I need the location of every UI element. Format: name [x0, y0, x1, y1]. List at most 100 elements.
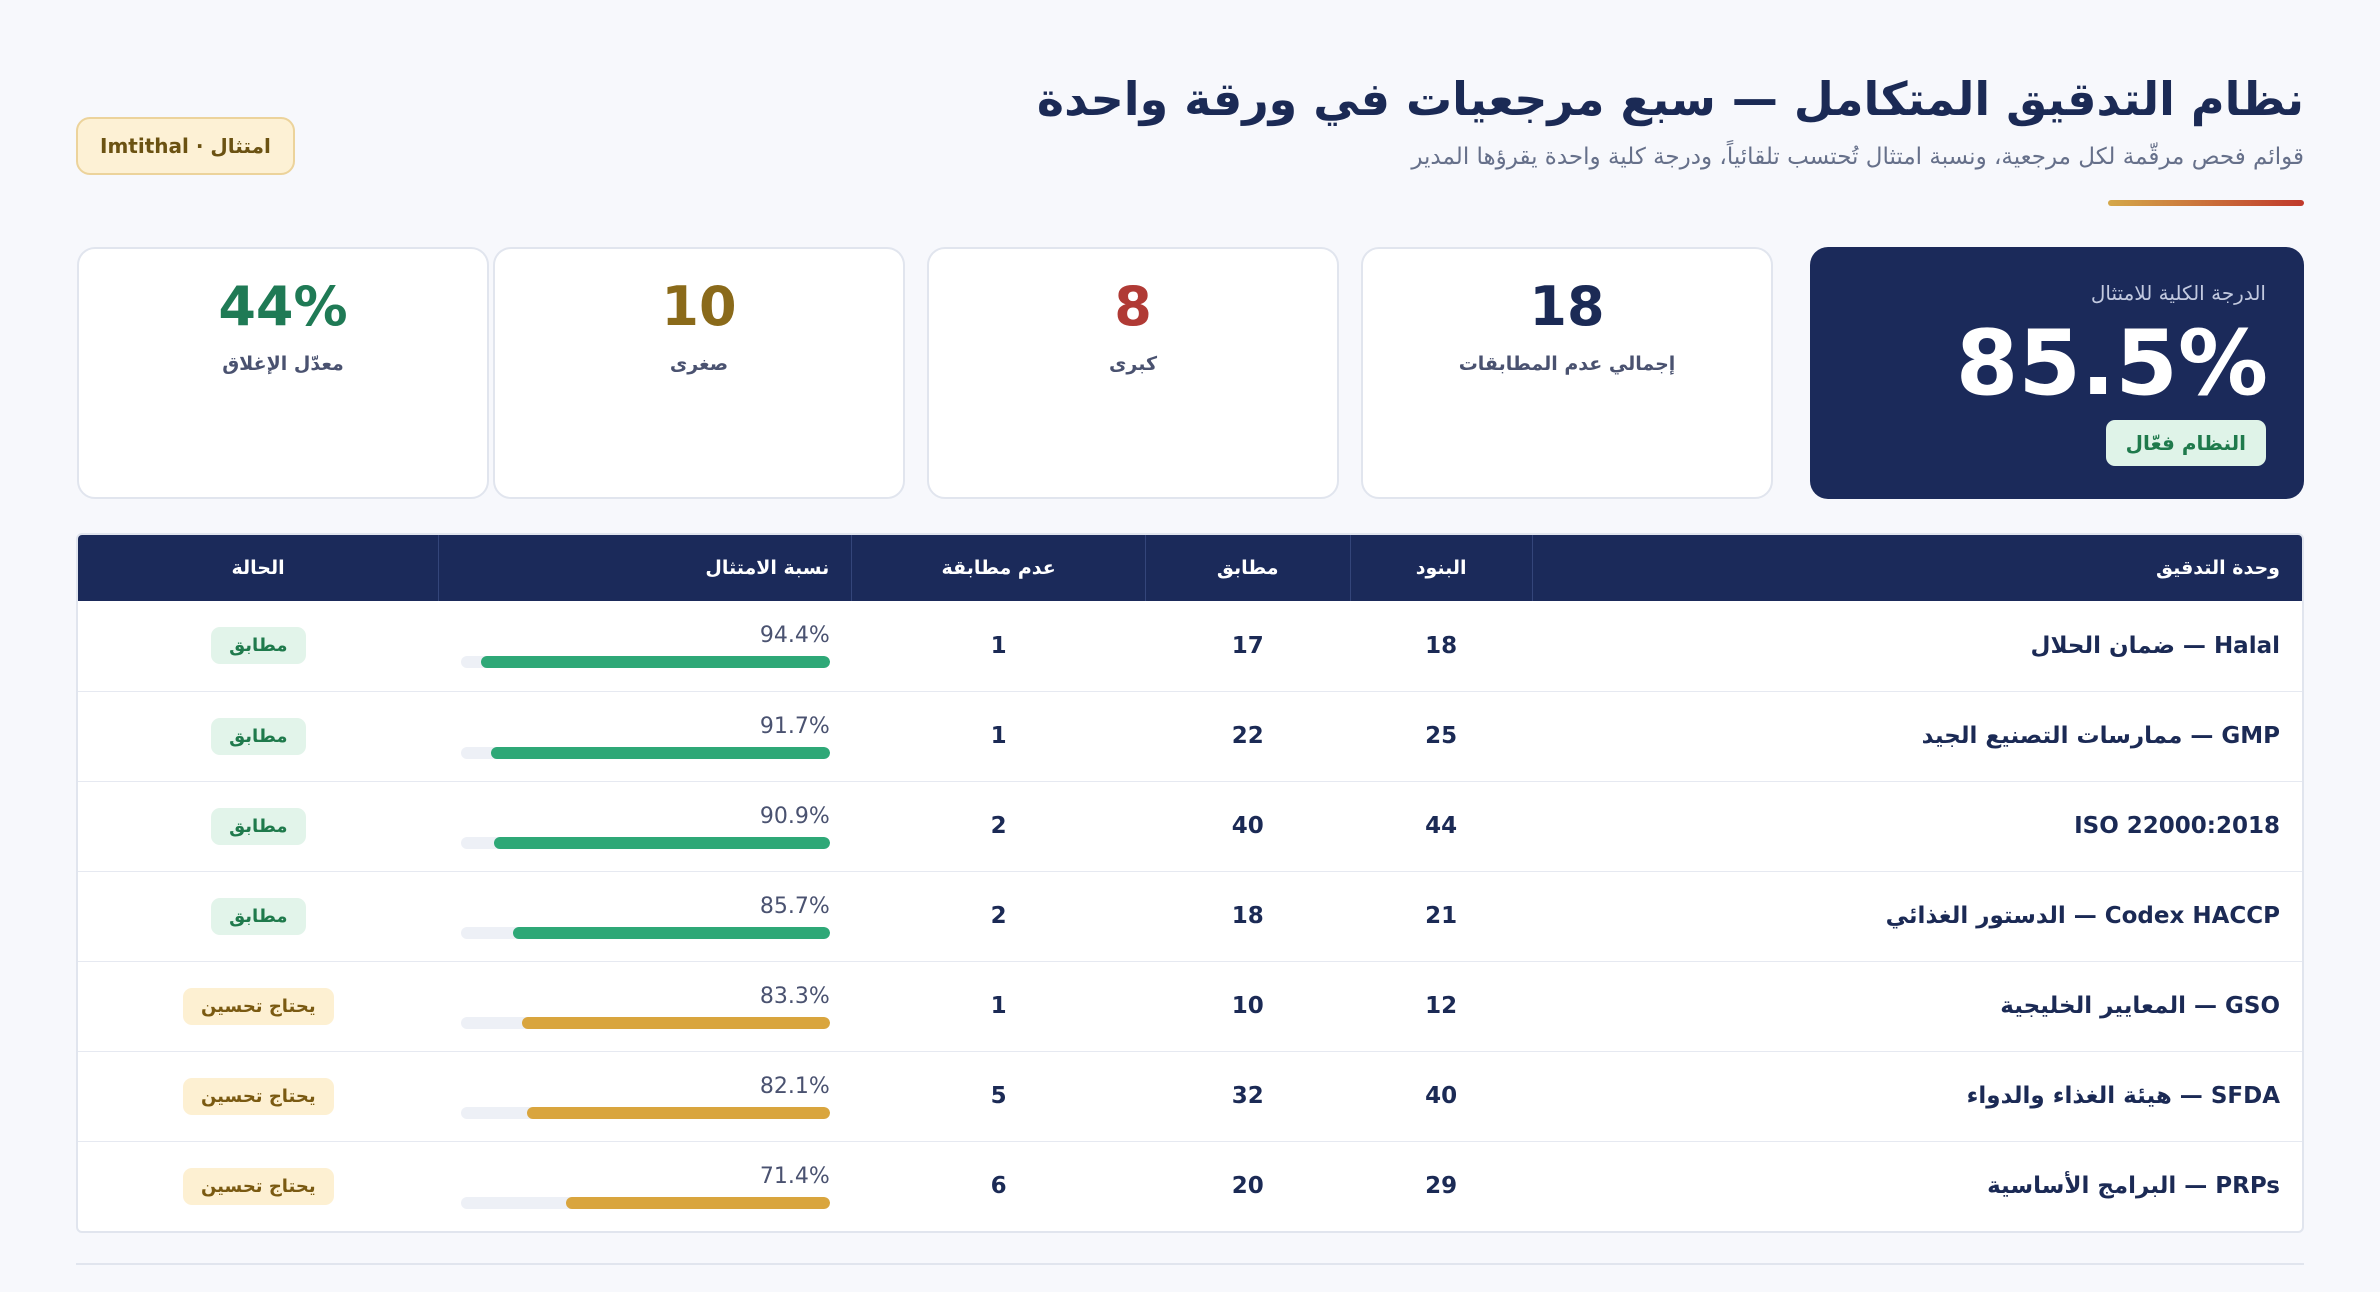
- rate-progress-bar: [460, 1106, 830, 1119]
- cell-status: يحتاج تحسين: [78, 1051, 439, 1141]
- table-row[interactable]: ISO 22000:2018 44 40 2 90.9% مطابق: [78, 781, 2302, 871]
- cell-status: مطابق: [78, 871, 439, 961]
- rate-progress-fill: [522, 1016, 830, 1029]
- cell-noncompliant: 2: [990, 903, 1007, 929]
- stat-card-total-nc: 18 إجمالي عدم المطابقات: [1361, 247, 1773, 499]
- rate-progress-fill: [494, 836, 830, 849]
- col-header-items[interactable]: البنود: [1349, 535, 1533, 601]
- status-badge: يحتاج تحسين: [182, 1167, 334, 1205]
- rate-percent: 91.7%: [759, 713, 830, 739]
- stat-label: إجمالي عدم المطابقات: [1458, 353, 1676, 375]
- cell-items: 18: [1425, 632, 1458, 659]
- status-badge: يحتاج تحسين: [182, 987, 334, 1025]
- table-header-row: وحدة التدقيق البنود مطابق عدم مطابقة نسب…: [78, 535, 2302, 601]
- cell-status: يحتاج تحسين: [78, 961, 439, 1051]
- cell-items: 44: [1425, 813, 1458, 839]
- cell-noncompliant: 1: [990, 993, 1007, 1019]
- cell-rate: 91.7%: [439, 691, 852, 781]
- cell-rate: 94.4%: [439, 601, 852, 691]
- rate-progress-fill: [491, 746, 830, 759]
- page-subtitle: قوائم فحص مرقّمة لكل مرجعية، ونسبة امتثا…: [1411, 144, 2304, 170]
- stat-card-minor: 10 صغرى: [493, 247, 905, 499]
- cell-rate: 83.3%: [439, 961, 852, 1051]
- cell-compliant: 20: [1231, 1173, 1264, 1200]
- cell-items: 12: [1425, 993, 1458, 1019]
- rate-percent: 71.4%: [759, 1163, 830, 1189]
- cell-items: 21: [1425, 903, 1458, 929]
- brand-badge: امتثال · Imtithal: [76, 117, 295, 175]
- overall-score-label: الدرجة الكلية للامتثال: [2090, 281, 2266, 305]
- col-header-compliant[interactable]: مطابق: [1144, 535, 1351, 601]
- page-header: نظام التدقيق المتكامل — سبع مرجعيات في و…: [76, 0, 2304, 250]
- cell-rate: 82.1%: [439, 1051, 852, 1141]
- rate-progress-bar: [460, 1196, 830, 1209]
- table-row[interactable]: PRPs — البرامج الأساسية 29 20 6 71.4% يحتاج ت…: [78, 1141, 2302, 1231]
- stat-label: معدّل الإغلاق: [222, 353, 344, 375]
- cell-rate: 71.4%: [439, 1141, 852, 1231]
- table-row[interactable]: SFDA — هيئة الغذاء والدواء 40 32 5 82.1% يحتا…: [78, 1051, 2302, 1141]
- cell-items: 29: [1425, 1173, 1458, 1200]
- col-header-status[interactable]: الحالة: [231, 557, 285, 579]
- cell-noncompliant: 1: [990, 723, 1007, 749]
- cell-unit: Codex HACCP — الدستور الغذائي: [1885, 903, 2280, 929]
- table-row[interactable]: Codex HACCP — الدستور الغذائي 21 18 2 85.7% م…: [78, 871, 2302, 961]
- table-row[interactable]: Halal — ضمان الحلال 18 17 1 94.4% مطابق: [78, 601, 2302, 691]
- cell-noncompliant: 1: [990, 632, 1007, 659]
- cell-compliant: 18: [1231, 903, 1264, 929]
- stats-row: الدرجة الكلية للامتثال 85.5% النظام فعّا…: [76, 247, 2304, 499]
- cell-unit: GMP — ممارسات التصنيع الجيد: [1921, 723, 2280, 749]
- cell-rate: 85.7%: [439, 871, 852, 961]
- table-body: Halal — ضمان الحلال 18 17 1 94.4% مطابق GMP — …: [78, 601, 2302, 1231]
- rate-progress-fill: [526, 1106, 830, 1119]
- stat-value: 44%: [218, 275, 348, 338]
- rate-progress-bar: [460, 836, 830, 849]
- cell-noncompliant: 6: [990, 1173, 1007, 1200]
- page-title: نظام التدقيق المتكامل — سبع مرجعيات في و…: [1036, 72, 2304, 126]
- rate-percent: 82.1%: [759, 1073, 830, 1099]
- cell-status: مطابق: [78, 601, 439, 691]
- rate-progress-bar: [460, 1016, 830, 1029]
- audit-table: وحدة التدقيق البنود مطابق عدم مطابقة نسب…: [76, 533, 2304, 1233]
- col-header-rate[interactable]: نسبة الامتثال: [438, 535, 852, 601]
- rate-percent: 94.4%: [759, 623, 830, 649]
- stat-label: كبرى: [1108, 353, 1158, 375]
- status-badge: مطابق: [211, 717, 306, 755]
- brand-label: امتثال · Imtithal: [100, 134, 271, 158]
- cell-compliant: 32: [1231, 1083, 1264, 1109]
- rate-percent: 85.7%: [759, 893, 830, 919]
- cell-noncompliant: 2: [990, 813, 1007, 839]
- cell-compliant: 40: [1231, 813, 1264, 839]
- stat-value: 8: [1114, 275, 1152, 338]
- cell-compliant: 10: [1231, 993, 1264, 1019]
- page: نظام التدقيق المتكامل — سبع مرجعيات في و…: [76, 0, 2304, 1233]
- rate-progress-bar: [460, 926, 830, 939]
- footer-divider: [76, 1263, 2304, 1265]
- overall-score-value: 85.5%: [1955, 311, 2268, 416]
- col-header-unit[interactable]: وحدة التدقيق: [1531, 535, 2302, 601]
- rate-progress-bar: [460, 656, 830, 669]
- cell-unit: GSO — المعايير الخليجية: [2000, 993, 2280, 1019]
- stat-card-major: 8 كبرى: [927, 247, 1339, 499]
- table-row[interactable]: GSO — المعايير الخليجية 12 10 1 83.3% يحتاج ت…: [78, 961, 2302, 1051]
- status-badge: يحتاج تحسين: [182, 1077, 334, 1115]
- cell-compliant: 22: [1231, 723, 1264, 749]
- system-status-badge: النظام فعّال: [2105, 420, 2266, 466]
- rate-progress-fill: [566, 1196, 830, 1209]
- table-row[interactable]: GMP — ممارسات التصنيع الجيد 25 22 1 91.7% مطا…: [78, 691, 2302, 781]
- stat-card-closure-rate: 44% معدّل الإغلاق: [77, 247, 489, 499]
- rate-progress-fill: [481, 656, 830, 669]
- cell-items: 40: [1425, 1083, 1458, 1109]
- cell-items: 25: [1425, 723, 1458, 749]
- cell-rate: 90.9%: [439, 781, 852, 871]
- cell-noncompliant: 5: [990, 1083, 1007, 1109]
- stat-value: 10: [661, 275, 737, 338]
- cell-status: مطابق: [78, 691, 439, 781]
- accent-line: [2108, 200, 2304, 206]
- overall-score-card: الدرجة الكلية للامتثال 85.5% النظام فعّا…: [1810, 247, 2304, 499]
- status-badge: مطابق: [211, 807, 306, 845]
- cell-compliant: 17: [1231, 632, 1264, 659]
- cell-unit: ISO 22000:2018: [2074, 813, 2280, 839]
- col-header-noncompliant[interactable]: عدم مطابقة: [851, 535, 1146, 601]
- status-badge: مطابق: [211, 897, 306, 935]
- cell-status: مطابق: [78, 781, 439, 871]
